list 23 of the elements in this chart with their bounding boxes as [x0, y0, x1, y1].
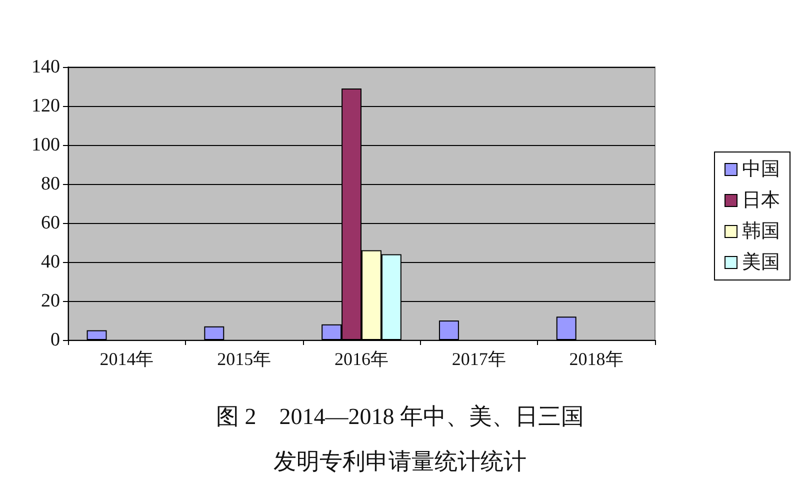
y-tick-label: 0 [50, 330, 60, 350]
legend-label: 美国 [742, 251, 780, 273]
y-tick-label: 80 [41, 174, 60, 194]
x-tick-label: 2014年 [100, 349, 154, 369]
y-tick-label: 40 [41, 252, 60, 272]
bar [86, 330, 107, 340]
text: 发明专利申请量统计统计 [274, 449, 526, 474]
legend-label: 日本 [742, 190, 780, 211]
y-tick-label: 60 [41, 212, 60, 234]
bar [438, 320, 459, 340]
legend-label: 中国 [742, 159, 780, 180]
legend-label: 韩国 [742, 221, 780, 242]
bar [556, 316, 576, 340]
x-tick-label: 2017年 [452, 349, 506, 369]
x-tick-label: 2016年 [334, 349, 388, 369]
x-tick-label: 2018年 [569, 349, 624, 369]
x-tick-label: 2015年 [217, 349, 272, 369]
text: 图 2 2014—2018 年中、美、日三国 [216, 404, 584, 429]
y-tick-label: 140 [32, 56, 60, 78]
y-tick-label: 120 [32, 96, 60, 116]
bar [204, 326, 224, 340]
y-tick-label: 20 [41, 290, 60, 312]
y-tick-label: 100 [32, 134, 60, 156]
